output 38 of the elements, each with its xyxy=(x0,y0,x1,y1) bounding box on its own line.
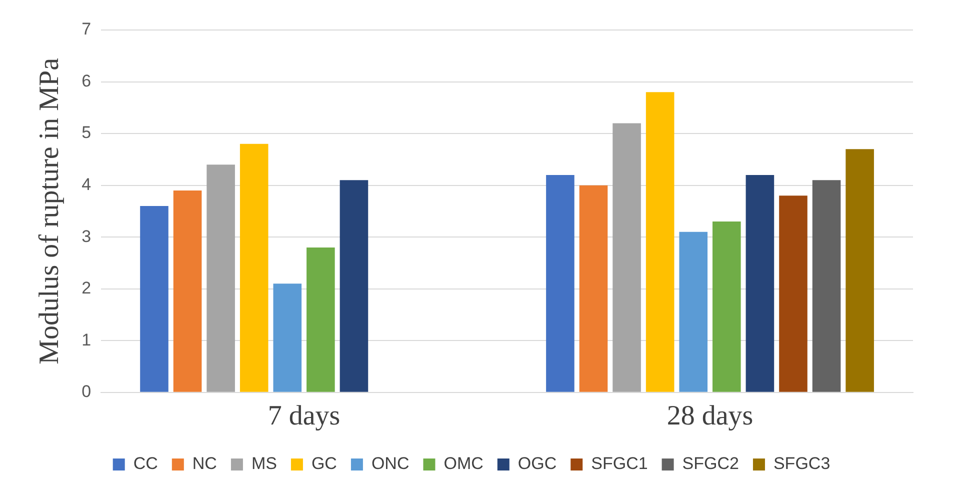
y-tick-label: 5 xyxy=(82,123,92,142)
bar xyxy=(779,196,808,392)
legend-label: NC xyxy=(192,454,217,474)
bar xyxy=(340,180,368,392)
x-tick-label: 28 days xyxy=(666,400,754,432)
legend-label: GC xyxy=(311,454,337,474)
y-axis-title: Modulus of rupture in MPa xyxy=(34,57,66,364)
bar xyxy=(206,164,235,392)
legend-label: ONC xyxy=(371,454,410,474)
bar xyxy=(579,185,608,392)
legend-label: SFGC1 xyxy=(591,454,648,474)
y-tick-label: 2 xyxy=(82,278,92,298)
legend-label: MS xyxy=(251,454,277,474)
y-tick-label: 7 xyxy=(82,20,92,39)
y-tick-label: 4 xyxy=(82,175,92,194)
legend-label: OMC xyxy=(444,454,484,474)
bar xyxy=(273,284,302,392)
legend-label: SFGC2 xyxy=(682,454,739,474)
bar xyxy=(679,232,708,392)
legend-label: CC xyxy=(133,454,158,474)
y-tick-label: 3 xyxy=(82,226,92,246)
legend-label: OGC xyxy=(518,454,557,474)
y-tick-label: 6 xyxy=(82,71,92,90)
bar xyxy=(712,222,741,392)
bar xyxy=(240,144,268,392)
bar xyxy=(546,174,574,392)
bar xyxy=(140,206,168,392)
bar xyxy=(812,180,841,392)
y-tick-label: 1 xyxy=(82,330,92,350)
bar xyxy=(746,174,774,392)
bar xyxy=(846,149,874,392)
bar xyxy=(306,247,335,392)
legend-label: SFGC3 xyxy=(773,454,830,474)
bar xyxy=(646,92,674,392)
y-tick-label: 0 xyxy=(82,382,92,402)
bar xyxy=(612,123,641,392)
bar xyxy=(173,190,202,392)
x-tick-label: 7 days xyxy=(268,400,340,432)
